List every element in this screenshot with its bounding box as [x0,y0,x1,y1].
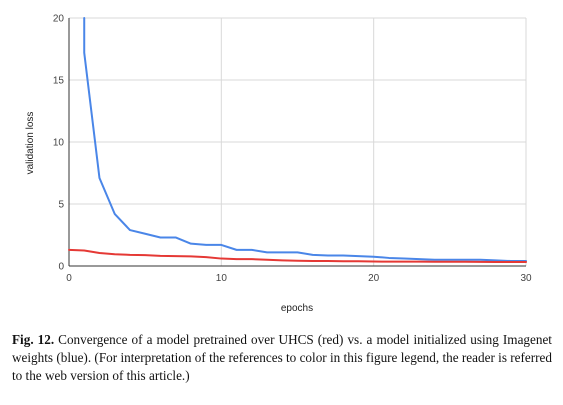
y-tick-label: 20 [53,14,65,25]
caption-text: Convergence of a model pretrained over U… [12,332,552,383]
y-tick-label: 15 [53,76,65,87]
grid-lines [69,17,527,266]
series-lines [68,17,527,264]
axes [68,18,526,267]
tick-labels: 0 5 10 15 20 0 10 20 30 [53,14,532,285]
x-tick-label: 20 [368,273,380,284]
x-tick-label: 10 [216,273,228,284]
x-tick-label: 30 [520,273,532,284]
figure-caption: Fig. 12. Convergence of a model pretraine… [12,331,552,385]
series-line-blue [83,17,527,263]
x-tick-label: 0 [66,273,72,284]
y-tick-label: 0 [58,262,64,273]
x-axis-label: epochs [281,303,313,314]
y-axis-label: validation loss [25,112,36,175]
y-tick-label: 10 [53,138,65,149]
caption-label: Fig. 12. [12,332,55,347]
series-line-red [68,248,527,264]
loss-chart: 0 5 10 15 20 0 10 20 30 epochs validation loss [25,14,532,315]
y-tick-label: 5 [58,200,64,211]
